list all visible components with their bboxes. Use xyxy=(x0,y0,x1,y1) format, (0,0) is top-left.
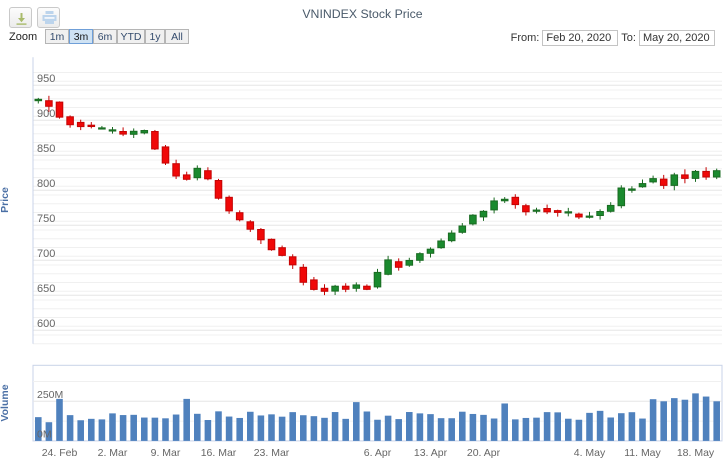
svg-text:700: 700 xyxy=(37,248,55,260)
svg-text:2. Mar: 2. Mar xyxy=(98,447,128,459)
svg-text:Price: Price xyxy=(0,187,11,213)
svg-text:250M: 250M xyxy=(37,389,63,401)
svg-text:650: 650 xyxy=(37,283,55,295)
svg-text:24. Feb: 24. Feb xyxy=(42,447,78,459)
svg-text:800: 800 xyxy=(37,178,55,190)
svg-text:900: 900 xyxy=(37,108,55,120)
svg-text:0M: 0M xyxy=(37,428,52,440)
svg-text:950: 950 xyxy=(37,73,55,85)
svg-text:6. Apr: 6. Apr xyxy=(364,447,392,459)
svg-text:20. Apr: 20. Apr xyxy=(467,447,501,459)
svg-text:18. May: 18. May xyxy=(677,447,715,459)
svg-text:600: 600 xyxy=(37,318,55,330)
svg-text:9. Mar: 9. Mar xyxy=(151,447,181,459)
svg-text:750: 750 xyxy=(37,213,55,225)
svg-text:16. Mar: 16. Mar xyxy=(201,447,237,459)
svg-text:Volume: Volume xyxy=(0,384,11,421)
svg-text:23. Mar: 23. Mar xyxy=(254,447,290,459)
svg-text:4. May: 4. May xyxy=(574,447,606,459)
svg-text:13. Apr: 13. Apr xyxy=(414,447,448,459)
svg-text:11. May: 11. May xyxy=(624,447,661,459)
svg-text:850: 850 xyxy=(37,143,55,155)
